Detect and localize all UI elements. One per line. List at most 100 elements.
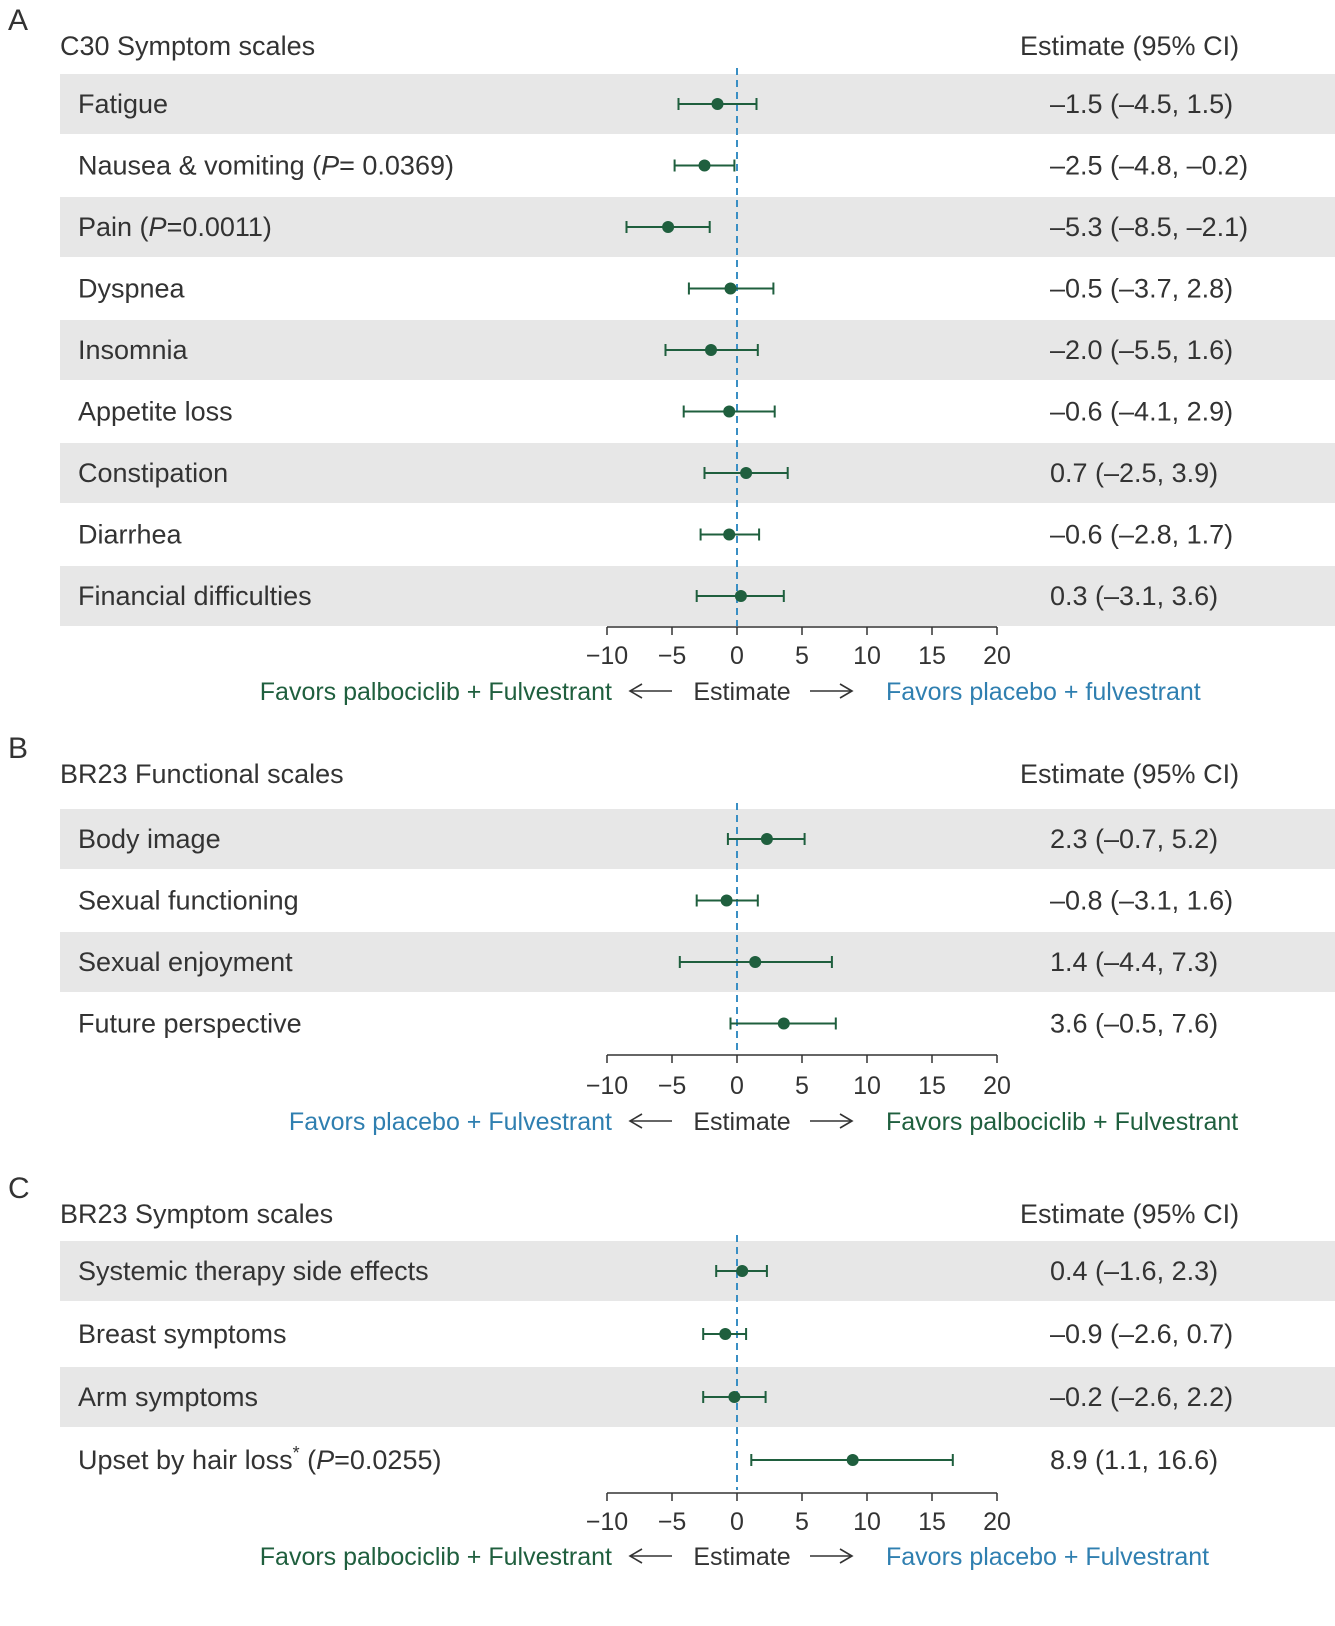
- row-label: Insomnia: [78, 335, 189, 365]
- row-ci-text: 2.3 (–0.7, 5.2): [1050, 824, 1218, 854]
- estimate-point: [723, 405, 736, 418]
- x-tick-label: 5: [795, 1508, 809, 1536]
- row-ci-text: 3.6 (–0.5, 7.6): [1050, 1009, 1218, 1039]
- favors-left-label: Favors palbociclib + Fulvestrant: [260, 1543, 612, 1571]
- arrow-left-head-icon: [628, 1113, 643, 1129]
- x-tick-label: −10: [586, 1508, 628, 1536]
- row-label-p: P: [316, 1445, 334, 1475]
- row-label: Upset by hair loss* (P=0.0255): [78, 1443, 441, 1475]
- panel-letter: C: [8, 1172, 30, 1205]
- row-label-text: Body image: [78, 824, 221, 854]
- row-label-text: Arm symptoms: [78, 1382, 258, 1412]
- estimate-point: [705, 344, 717, 356]
- row-label-text: Dyspnea: [78, 274, 186, 304]
- x-tick-label: 5: [795, 1072, 809, 1100]
- row-ci-text: –0.9 (–2.6, 0.7): [1050, 1319, 1233, 1349]
- row-ci-text: –0.2 (–2.6, 2.2): [1050, 1382, 1233, 1412]
- estimate-point: [777, 1017, 790, 1030]
- x-tick-label: 0: [730, 1072, 744, 1100]
- panel-title: BR23 Functional scales: [60, 759, 344, 789]
- row-label: Constipation: [78, 458, 228, 488]
- x-axis-label: Estimate: [693, 678, 790, 706]
- estimate-point: [724, 282, 737, 295]
- panel-title: BR23 Symptom scales: [60, 1199, 333, 1229]
- x-tick-label: −5: [658, 1508, 687, 1536]
- arrow-right-head-icon: [839, 683, 854, 699]
- estimate-header: Estimate (95% CI): [1020, 759, 1239, 789]
- favors-left-label: Favors palbociclib + Fulvestrant: [260, 678, 612, 706]
- row-label-p-prefix: (: [300, 1445, 317, 1475]
- row-label: Appetite loss: [78, 397, 233, 427]
- panel-a: A C30 Symptom scales Estimate (95% CI) Fati…: [8, 4, 1335, 706]
- x-tick-label: −10: [586, 642, 628, 670]
- arrow-left-head-icon: [628, 683, 643, 699]
- estimate-header: Estimate (95% CI): [1020, 1199, 1239, 1229]
- estimate-header: Estimate (95% CI): [1020, 31, 1239, 61]
- arrow-left-head-icon: [628, 1548, 643, 1564]
- row-ci-text: 0.4 (–1.6, 2.3): [1050, 1256, 1218, 1286]
- x-tick-label: 15: [918, 1508, 946, 1536]
- estimate-point: [698, 159, 711, 172]
- x-tick-label: 0: [730, 642, 744, 670]
- row-label-p-value: =0.0011): [167, 212, 272, 242]
- row-ci-text: –5.3 (–8.5, –2.1): [1050, 212, 1248, 242]
- estimate-point: [740, 467, 753, 479]
- row-band: [60, 1241, 1335, 1301]
- x-tick-label: 15: [918, 642, 946, 670]
- x-tick-label: 0: [730, 1508, 744, 1536]
- row-ci-text: –0.8 (–3.1, 1.6): [1050, 886, 1233, 916]
- row-label-text: Future perspective: [78, 1009, 302, 1039]
- x-axis-label: Estimate: [693, 1108, 790, 1136]
- x-axis-label: Estimate: [693, 1543, 790, 1571]
- row-label: Nausea & vomiting (P= 0.0369): [78, 151, 454, 181]
- estimate-point: [749, 956, 762, 968]
- estimate-point: [846, 1454, 859, 1466]
- estimate-point: [760, 833, 773, 845]
- estimate-point: [711, 98, 724, 110]
- row-label-text: Sexual functioning: [78, 886, 299, 916]
- row-label-p: P: [149, 212, 167, 242]
- row-label-p: P: [321, 151, 339, 181]
- x-tick-label: 10: [853, 1072, 881, 1100]
- favors-right-label: Favors placebo + Fulvestrant: [886, 1543, 1209, 1571]
- row-ci-text: –2.5 (–4.8, –0.2): [1050, 151, 1248, 181]
- row-label: Sexual functioning: [78, 886, 299, 916]
- x-tick-label: 15: [918, 1072, 946, 1100]
- row-label: Arm symptoms: [78, 1382, 258, 1412]
- row-label: Financial difficulties: [78, 581, 312, 611]
- row-label-text: Nausea & vomiting (: [78, 151, 321, 181]
- x-tick-label: −5: [658, 642, 687, 670]
- arrow-right-head-icon: [839, 1113, 854, 1129]
- row-label: Future perspective: [78, 1009, 302, 1039]
- row-ci-text: 8.9 (1.1, 16.6): [1050, 1445, 1218, 1475]
- row-band: [60, 809, 1335, 869]
- x-tick-label: −5: [658, 1072, 687, 1100]
- row-ci-text: 0.7 (–2.5, 3.9): [1050, 458, 1218, 488]
- favors-right-label: Favors placebo + fulvestrant: [886, 678, 1201, 706]
- estimate-point: [736, 1265, 749, 1277]
- x-tick-label: 20: [983, 1072, 1011, 1100]
- row-label-text: Appetite loss: [78, 397, 233, 427]
- estimate-point: [734, 590, 747, 602]
- favors-left-label: Favors placebo + Fulvestrant: [289, 1108, 612, 1136]
- x-tick-label: 10: [853, 642, 881, 670]
- row-band: [60, 1367, 1335, 1427]
- favors-right-label: Favors palbociclib + Fulvestrant: [886, 1108, 1238, 1136]
- row-ci-text: –0.6 (–4.1, 2.9): [1050, 397, 1233, 427]
- row-label: Sexual enjoyment: [78, 947, 293, 977]
- row-band: [60, 443, 1335, 503]
- row-label-p-value: =0.0255): [334, 1445, 441, 1475]
- x-tick-label: −10: [586, 1072, 628, 1100]
- x-tick-label: 20: [983, 642, 1011, 670]
- panel-letter: B: [8, 732, 28, 765]
- row-label-text: Fatigue: [78, 89, 168, 119]
- estimate-point: [728, 1391, 741, 1403]
- row-label: Dyspnea: [78, 274, 186, 304]
- row-ci-text: –2.0 (–5.5, 1.6): [1050, 335, 1233, 365]
- row-ci-text: –1.5 (–4.5, 1.5): [1050, 89, 1233, 119]
- row-label-p-value: = 0.0369): [339, 151, 454, 181]
- row-label: Diarrhea: [78, 520, 183, 550]
- panel-letter: A: [8, 4, 28, 37]
- row-ci-text: –0.6 (–2.8, 1.7): [1050, 520, 1233, 550]
